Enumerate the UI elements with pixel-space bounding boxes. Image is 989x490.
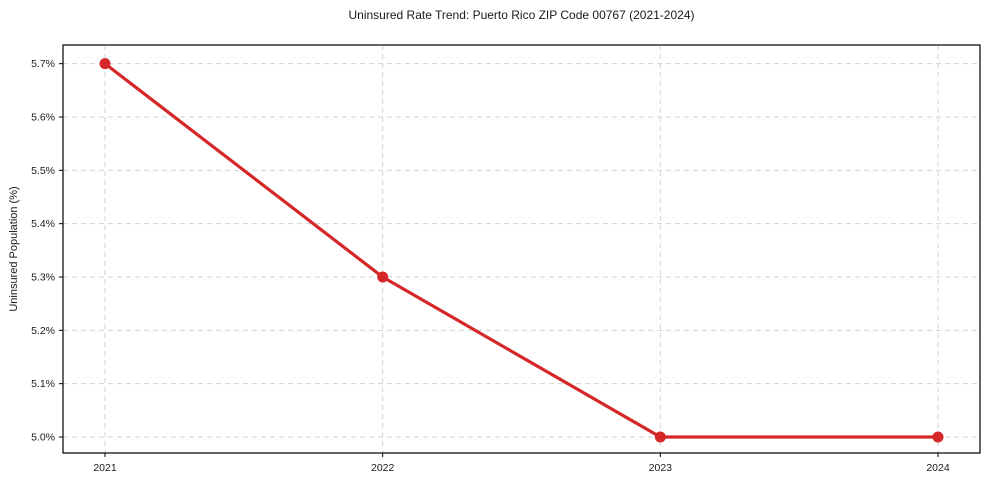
y-tick-label: 5.1% [31, 378, 55, 390]
chart-title: Uninsured Rate Trend: Puerto Rico ZIP Co… [348, 8, 695, 22]
x-tick-label: 2021 [93, 462, 117, 474]
data-point [932, 431, 944, 443]
y-tick-label: 5.3% [31, 272, 55, 284]
data-point [654, 431, 666, 443]
data-point [99, 58, 111, 70]
y-tick-label: 5.7% [31, 58, 55, 70]
y-tick-label: 5.5% [31, 165, 55, 177]
y-tick-label: 5.4% [31, 218, 55, 230]
data-point [377, 271, 389, 283]
trend-line [103, 62, 940, 439]
y-tick-label: 5.6% [31, 112, 55, 124]
y-tick-label: 5.0% [31, 432, 55, 444]
x-tick-label: 2022 [371, 462, 395, 474]
y-tick-label: 5.2% [31, 325, 55, 337]
x-tick-label: 2024 [926, 462, 950, 474]
plot-frame [62, 44, 981, 454]
x-tick-label: 2023 [649, 462, 673, 474]
